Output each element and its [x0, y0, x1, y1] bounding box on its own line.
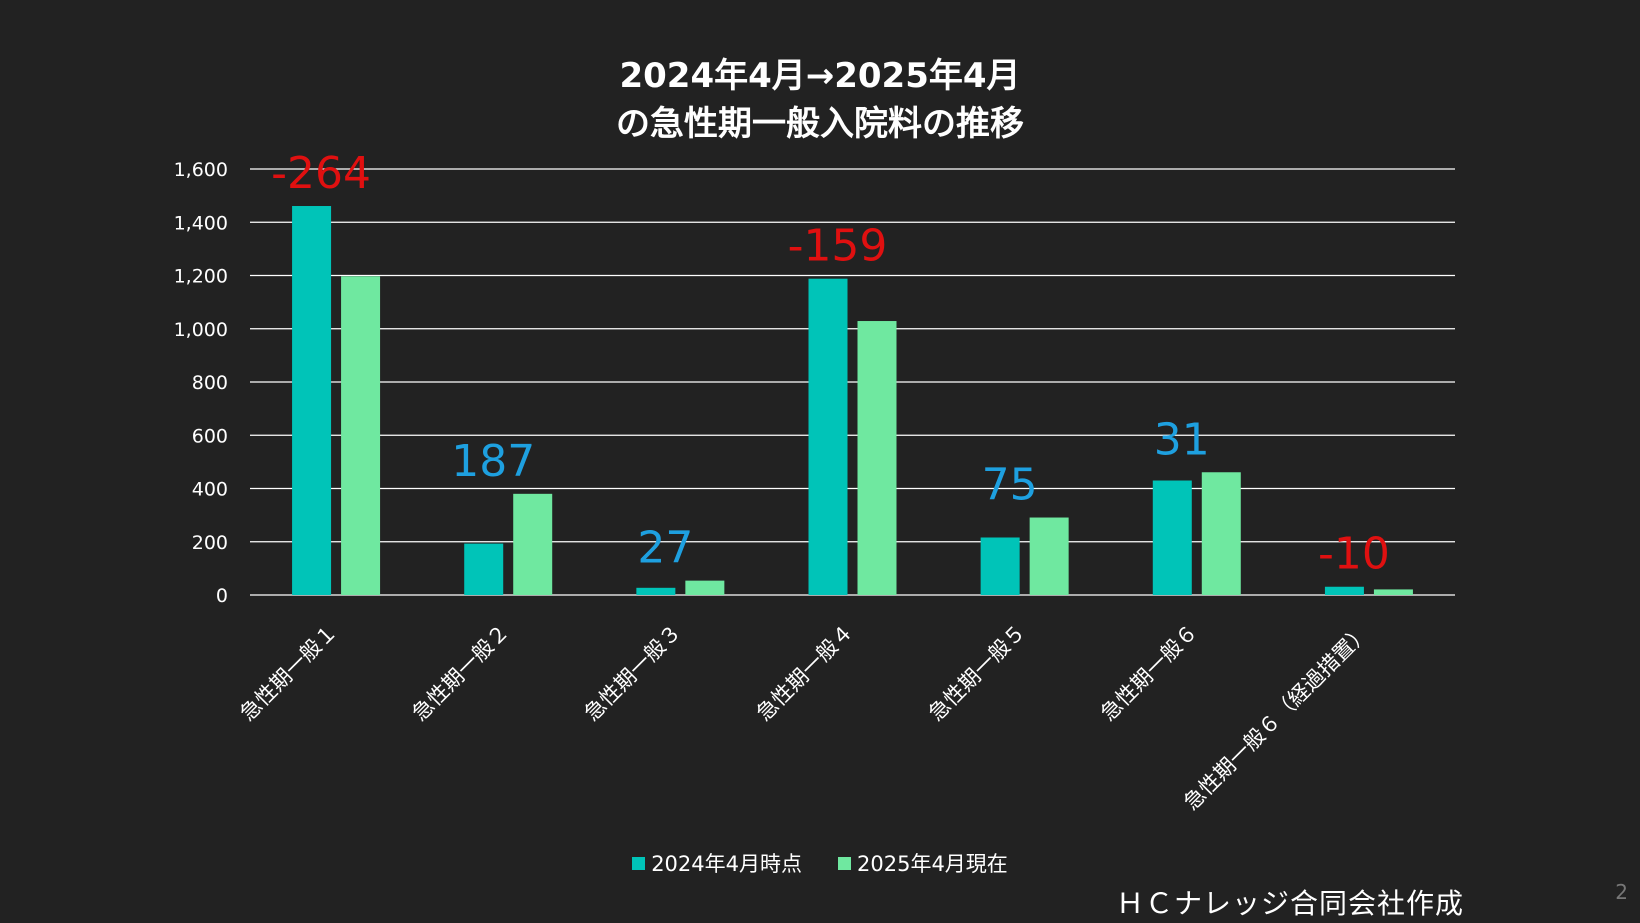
y-tick-label: 400: [192, 479, 228, 501]
chart-legend: 2024年4月時点 2025年4月現在: [0, 848, 1640, 878]
bar-2024: [1152, 480, 1192, 595]
bar-2024: [1324, 586, 1364, 595]
legend-swatch-2025: [838, 856, 851, 870]
bar-2025: [341, 276, 381, 595]
category-label: 急性期一般６（経過措置）: [1179, 620, 1374, 815]
chart-title-line-2: の急性期一般入院料の推移: [616, 104, 1024, 144]
bar-2024: [636, 587, 676, 595]
category-label: 急性期一般４: [752, 620, 858, 726]
credit-text: ＨＣナレッジ合同会社作成: [1115, 887, 1464, 920]
legend-label-2024: 2024年4月時点: [651, 852, 802, 876]
bar-2025: [1373, 589, 1413, 595]
y-tick-label: 1,600: [174, 159, 228, 181]
bar-2024: [292, 206, 332, 596]
difference-label: 75: [982, 460, 1038, 511]
difference-label: -10: [1318, 529, 1390, 580]
legend-item-2024: 2024年4月時点: [632, 848, 802, 878]
category-label: 急性期一般１: [236, 620, 342, 726]
difference-label: 31: [1154, 414, 1210, 465]
category-label: 急性期一般５: [924, 620, 1030, 726]
bar-chart: 0 200 400 600 800 1,000 1,200 1,400 1,600 -264 急性期…: [174, 148, 1455, 815]
chart-title-line-1: 2024年4月→2025年4月: [619, 56, 1021, 96]
y-tick-label: 600: [192, 425, 228, 447]
category-label: 急性期一般２: [408, 620, 514, 726]
y-tick-label: 200: [192, 532, 228, 554]
bar-2025: [685, 580, 725, 595]
legend-item-2025: 2025年4月現在: [838, 848, 1008, 878]
difference-label: -159: [788, 221, 888, 272]
category-label: 急性期一般３: [580, 620, 686, 726]
category-label: 急性期一般６: [1096, 620, 1202, 726]
bar-2025: [513, 493, 553, 595]
y-tick-label: 1,200: [174, 266, 228, 288]
bar-2024: [980, 537, 1020, 595]
y-tick-label: 1,400: [174, 212, 228, 234]
bar-2024: [464, 543, 504, 595]
legend-swatch-2024: [632, 856, 646, 870]
difference-label: 187: [451, 436, 535, 487]
difference-label: -264: [271, 148, 371, 199]
legend-label-2025: 2025年4月現在: [857, 852, 1008, 876]
bar-2025: [857, 321, 897, 595]
difference-label: 27: [637, 523, 693, 574]
y-tick-label: 800: [192, 372, 228, 394]
bar-2024: [808, 278, 848, 595]
page-number: 2: [1615, 880, 1628, 904]
bar-2025: [1201, 472, 1241, 595]
y-tick-label: 0: [216, 585, 228, 607]
y-tick-label: 1,000: [174, 319, 228, 341]
bar-2025: [1029, 517, 1069, 595]
